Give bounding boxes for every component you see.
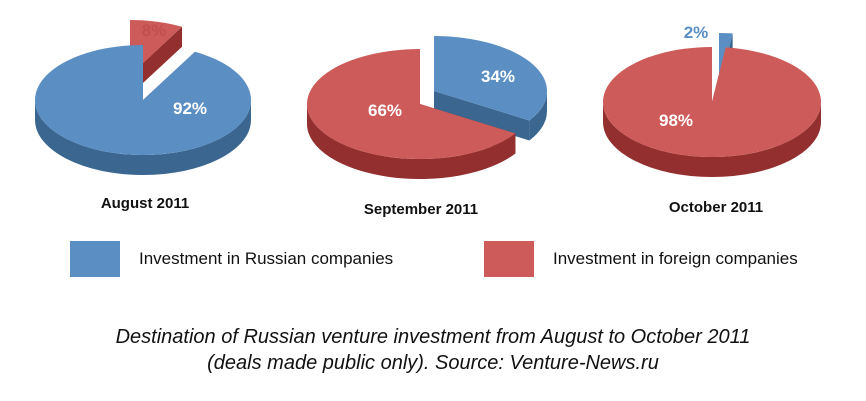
slice-label-september-66pct: 66% [368, 101, 402, 120]
legend-swatch-russian [70, 241, 120, 277]
pie-chart-august: 92% 8% [35, 20, 252, 175]
pie-slice-wall-september-34pct-1 [434, 91, 530, 141]
pie-chart-october: 2% 98% [602, 23, 821, 177]
slice-label-august-8pct: 8% [142, 21, 167, 40]
pie-slice-side-august-92pct [35, 100, 251, 175]
legend-label-foreign: Investment in foreign companies [553, 249, 798, 268]
caption-line-2: (deals made public only). Source: Ventur… [207, 352, 659, 374]
pie-slice-september-34pct [434, 36, 547, 121]
pie-slice-august-92pct [35, 44, 252, 156]
pie-slice-side-september-66pct [307, 104, 516, 179]
slice-label-october-2pct: 2% [684, 23, 709, 42]
legend-label-russian: Investment in Russian companies [139, 249, 394, 268]
slice-label-september-34pct: 34% [481, 67, 515, 86]
pie-slice-october-98pct [602, 46, 821, 157]
legend-item-foreign: Investment in foreign companies [484, 241, 798, 277]
figure-caption: Destination of Russian venture investmen… [0, 324, 866, 376]
pie-chart-september: 34% 66% [306, 36, 547, 179]
pie-slice-wall-august-8pct-1 [130, 26, 183, 96]
legend-item-russian: Investment in Russian companies [70, 241, 393, 277]
legend-swatch-foreign [484, 241, 534, 277]
pie-slice-august-8pct [130, 20, 183, 75]
chart-title-september: September 2011 [364, 201, 478, 218]
pie-slice-september-66pct [306, 49, 516, 159]
pie-slice-side-october-98pct [603, 102, 821, 177]
caption-line-1: Destination of Russian venture investmen… [115, 326, 751, 348]
pie-slice-side-september-34pct [529, 91, 547, 141]
chart-title-august: August 2011 [101, 195, 189, 212]
slice-label-august-92pct: 92% [173, 99, 207, 118]
slice-label-october-98pct: 98% [659, 111, 693, 130]
chart-title-october: October 2011 [669, 199, 763, 216]
pie-charts-canvas: 92% 8% 34% 66% 2% 98% August 2011 September… [35, 20, 821, 218]
